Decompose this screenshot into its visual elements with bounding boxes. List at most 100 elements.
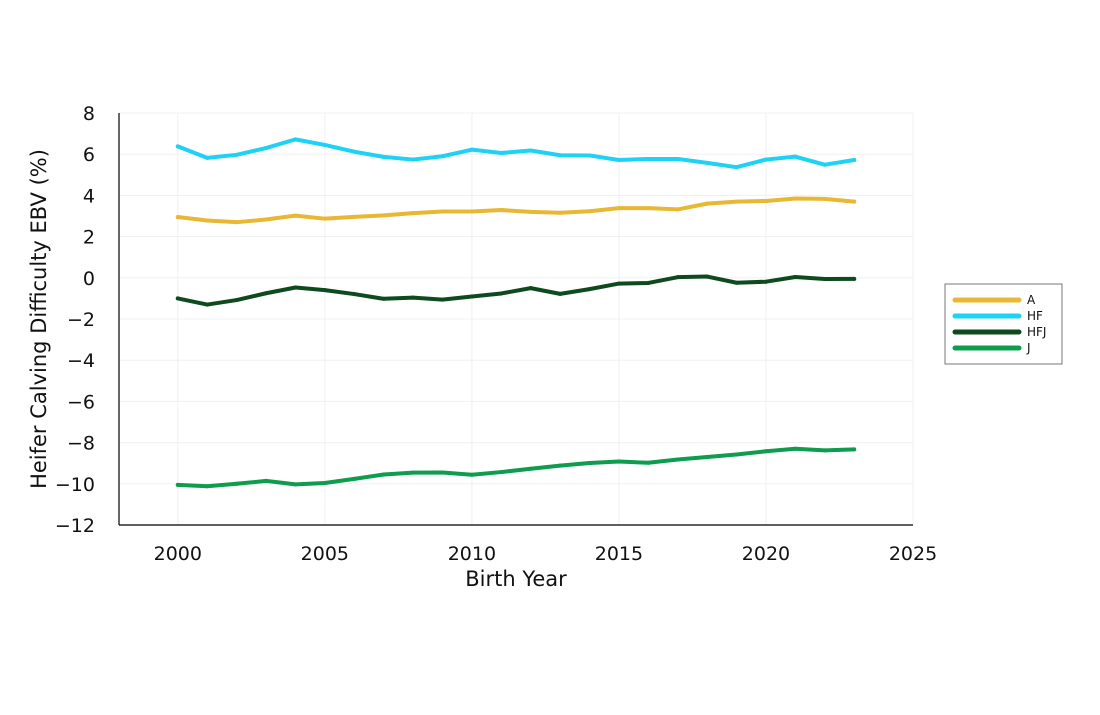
x-axis-title: Birth Year — [465, 567, 567, 591]
data-point-hfj — [675, 275, 680, 280]
series-line-hf — [175, 137, 857, 170]
data-point-a — [558, 210, 563, 215]
data-point-j — [587, 460, 592, 465]
series-line-a — [175, 196, 857, 225]
data-point-hf — [411, 157, 416, 162]
data-point-j — [705, 455, 710, 460]
data-point-a — [293, 213, 298, 218]
data-point-hf — [381, 154, 386, 159]
data-point-j — [822, 448, 827, 453]
y-tick-label: 0 — [83, 268, 95, 290]
data-point-hfj — [528, 286, 533, 291]
x-tick-label: 2020 — [742, 543, 790, 565]
data-point-hf — [705, 160, 710, 165]
data-point-hf — [734, 165, 739, 170]
data-point-hf — [205, 155, 210, 160]
data-point-hf — [675, 156, 680, 161]
data-point-j — [793, 446, 798, 451]
x-tick-labels: 2000 2005 2010 2015 2020 2025 — [154, 543, 938, 565]
data-point-hf — [852, 157, 857, 162]
data-point-hfj — [205, 302, 210, 307]
data-point-a — [411, 211, 416, 216]
data-point-a — [587, 209, 592, 214]
data-point-hfj — [587, 287, 592, 292]
data-point-hfj — [558, 291, 563, 296]
data-point-hfj — [763, 279, 768, 284]
data-point-hf — [293, 137, 298, 142]
data-point-hfj — [469, 294, 474, 299]
data-point-j — [322, 480, 327, 485]
data-point-hfj — [322, 288, 327, 293]
data-point-a — [469, 209, 474, 214]
data-point-hf — [558, 153, 563, 158]
series-lines — [175, 137, 857, 489]
data-point-j — [734, 452, 739, 457]
data-point-j — [352, 476, 357, 481]
data-point-j — [646, 460, 651, 465]
y-tick-label: 2 — [83, 227, 95, 249]
data-point-a — [440, 209, 445, 214]
legend: A HF HFJ J — [944, 283, 1063, 365]
y-tick-label: 4 — [83, 185, 95, 207]
data-point-a — [322, 216, 327, 221]
legend-label-hfj: HFJ — [1027, 325, 1046, 339]
data-point-hf — [528, 148, 533, 153]
series-line-j — [175, 446, 857, 489]
data-point-a — [793, 196, 798, 201]
data-point-hf — [469, 147, 474, 152]
data-point-hf — [322, 142, 327, 147]
data-point-j — [675, 457, 680, 462]
data-point-a — [675, 207, 680, 212]
y-tick-label: −6 — [67, 391, 95, 413]
data-point-hfj — [352, 292, 357, 297]
data-point-j — [528, 466, 533, 471]
legend-label-j: J — [1026, 341, 1031, 355]
data-point-hfj — [616, 281, 621, 286]
data-point-a — [705, 201, 710, 206]
data-point-hfj — [175, 296, 180, 301]
data-point-a — [646, 206, 651, 211]
data-point-j — [616, 459, 621, 464]
y-tick-label: −2 — [67, 309, 95, 331]
data-point-hf — [440, 154, 445, 159]
x-tick-label: 2025 — [889, 543, 937, 565]
data-point-hfj — [293, 285, 298, 290]
data-point-j — [234, 481, 239, 486]
axes — [118, 113, 913, 526]
series-line-hfj — [175, 274, 857, 307]
grid — [119, 112, 914, 526]
data-point-hfj — [234, 298, 239, 303]
data-point-j — [381, 472, 386, 477]
data-point-a — [499, 208, 504, 213]
data-point-a — [234, 220, 239, 225]
data-point-hf — [234, 152, 239, 157]
data-point-a — [175, 215, 180, 220]
data-point-hf — [499, 150, 504, 155]
data-point-j — [469, 472, 474, 477]
x-tick-label: 2010 — [448, 543, 496, 565]
data-point-a — [381, 213, 386, 218]
data-point-j — [440, 470, 445, 475]
y-axis-title: Heifer Calving Difficulty EBV (%) — [27, 149, 51, 489]
data-point-j — [499, 470, 504, 475]
data-point-hfj — [646, 280, 651, 285]
data-point-hf — [264, 146, 269, 151]
data-point-hf — [175, 144, 180, 149]
data-point-hf — [646, 156, 651, 161]
data-point-j — [558, 463, 563, 468]
data-point-j — [411, 470, 416, 475]
y-tick-label: −10 — [55, 474, 95, 496]
data-point-j — [264, 478, 269, 483]
data-point-hf — [587, 153, 592, 158]
y-tick-labels: −12 −10 −8 −6 −4 −2 0 2 4 6 8 — [55, 103, 95, 537]
data-point-hfj — [499, 291, 504, 296]
x-tick-label: 2000 — [154, 543, 202, 565]
data-point-hf — [352, 149, 357, 154]
legend-label-hf: HF — [1027, 309, 1043, 323]
data-point-hfj — [705, 274, 710, 279]
data-point-hfj — [822, 277, 827, 282]
data-point-hfj — [793, 274, 798, 279]
data-point-hf — [616, 157, 621, 162]
y-tick-label: −12 — [55, 515, 95, 537]
data-point-j — [763, 449, 768, 454]
